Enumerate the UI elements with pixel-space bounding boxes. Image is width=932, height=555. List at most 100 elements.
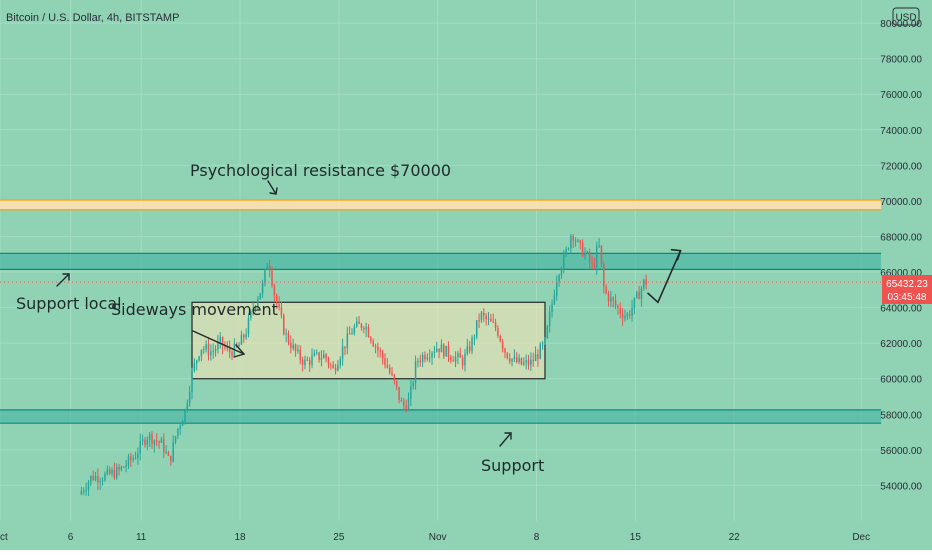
candle-body: [330, 364, 332, 366]
candle-body: [228, 347, 231, 353]
candle: [508, 353, 511, 365]
candle: [386, 358, 389, 369]
candle-body: [97, 475, 99, 483]
candle-body: [584, 252, 586, 257]
candle: [85, 482, 87, 496]
candle-body: [433, 351, 436, 353]
candle: [407, 392, 410, 411]
candle: [266, 262, 269, 270]
candle: [337, 360, 339, 372]
candle: [125, 459, 127, 473]
candle: [332, 361, 334, 369]
candle-body: [628, 314, 631, 316]
candle: [188, 385, 191, 407]
psych-resistance-label: Psychological resistance $70000: [190, 161, 451, 180]
candle: [240, 330, 243, 345]
candle-body: [163, 439, 165, 453]
candle-body: [144, 439, 146, 445]
candle: [104, 471, 106, 482]
candle: [501, 338, 504, 353]
candle-body: [318, 352, 320, 360]
candle-body: [607, 293, 610, 302]
candle: [271, 266, 273, 288]
candle-body: [115, 467, 118, 478]
candle-body: [414, 361, 417, 383]
candle-body: [621, 314, 624, 319]
time-tick-label: Dec: [852, 532, 870, 543]
candle: [257, 296, 259, 311]
candle-body: [563, 254, 565, 270]
candle-body: [480, 312, 483, 321]
candle-body: [217, 342, 219, 350]
candle: [457, 350, 459, 365]
candle: [515, 351, 518, 364]
candle: [459, 347, 462, 358]
candle: [261, 279, 264, 298]
candle: [346, 326, 349, 355]
candle: [487, 312, 490, 326]
candle-body: [560, 269, 563, 276]
candle-body: [372, 341, 374, 347]
candle: [567, 247, 570, 251]
candle-body: [268, 266, 271, 271]
candle-body: [254, 306, 257, 309]
candle-body: [395, 380, 398, 387]
candle: [308, 357, 311, 373]
currency-badge[interactable]: USD: [892, 7, 920, 26]
candle-body: [160, 439, 163, 443]
candle-body: [139, 440, 141, 454]
candle-body: [499, 335, 502, 342]
candle-body: [111, 470, 113, 474]
candle: [398, 386, 400, 404]
candle-body: [440, 344, 443, 353]
price-tick-label: 60000.00: [880, 375, 922, 386]
candle-body: [405, 405, 407, 410]
candle-body: [344, 346, 346, 349]
candle-body: [445, 345, 447, 357]
candle: [381, 349, 384, 365]
candle: [595, 241, 598, 276]
candle: [617, 304, 619, 315]
candle-body: [108, 469, 111, 474]
candle: [250, 309, 252, 321]
candle: [414, 355, 417, 390]
candle-body: [407, 398, 410, 410]
candle-body: [459, 353, 462, 358]
candle-body: [280, 307, 283, 316]
candle-body: [410, 386, 412, 399]
candle-body: [391, 372, 393, 375]
candle-body: [346, 333, 349, 349]
candle: [181, 419, 184, 426]
time-axis[interactable]: Oct 6 11 18 25 Nov 8 15 22 Dec: [0, 521, 881, 550]
candle-body: [551, 303, 553, 313]
last-price-tag: 65432.23 03:45:48: [882, 275, 932, 304]
candle-body: [134, 457, 137, 459]
candle-body: [231, 352, 233, 357]
candle-body: [294, 344, 297, 352]
candle-body: [219, 337, 221, 343]
candle: [344, 346, 346, 355]
candle: [506, 352, 509, 360]
candle-body: [511, 358, 513, 362]
candle: [384, 353, 386, 369]
price-tick-label: 56000.00: [880, 446, 922, 457]
candle: [494, 318, 497, 332]
candle-body: [290, 342, 292, 349]
candle-body: [384, 358, 386, 365]
candle-body: [532, 359, 534, 362]
candle-body: [179, 425, 181, 429]
candle-body: [612, 297, 614, 301]
candle: [151, 431, 153, 450]
time-axis-background: [0, 521, 881, 550]
candles: [80, 233, 647, 496]
candle-body: [301, 359, 304, 365]
candle-body: [490, 318, 492, 322]
time-tick-label: Nov: [429, 532, 447, 543]
time-tick-label: 25: [333, 532, 345, 543]
candle: [365, 322, 367, 337]
arrow-up-support-icon: [499, 432, 512, 447]
candle-body: [379, 350, 382, 352]
candle: [478, 313, 480, 329]
arrow-to-box-icon: [192, 330, 246, 358]
